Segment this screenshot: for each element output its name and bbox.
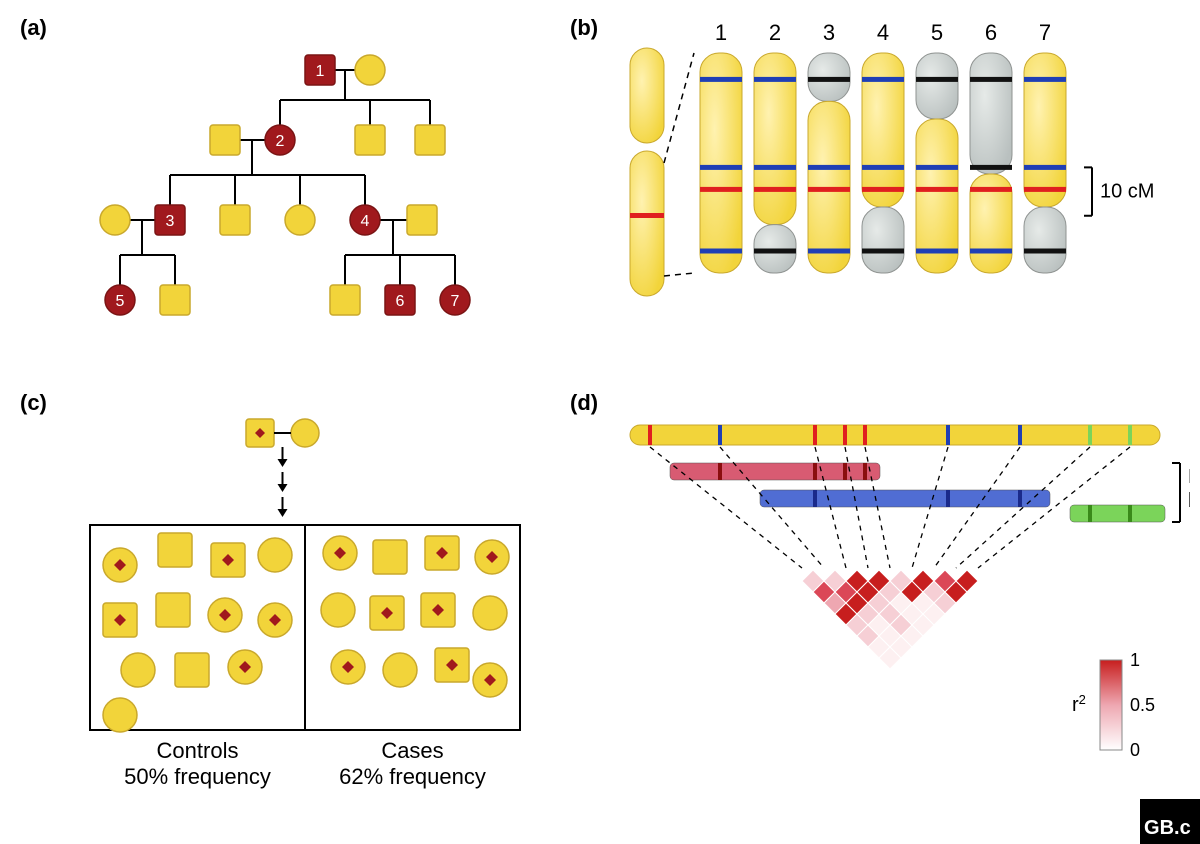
svg-text:5: 5 [116, 293, 125, 310]
svg-text:7: 7 [451, 293, 460, 310]
panel-b-chromosomes: 1 2 3 4 5 6 7 10 cM [590, 18, 1190, 328]
svg-text:2: 2 [276, 133, 285, 150]
svg-text:Cases: Cases [381, 738, 443, 763]
svg-text:6: 6 [396, 293, 405, 310]
svg-text:3: 3 [823, 20, 835, 45]
panel-a-pedigree: 1 2 3 4 5 6 7 [60, 30, 510, 350]
svg-text:4: 4 [361, 213, 370, 230]
svg-text:r2: r2 [1072, 692, 1086, 717]
svg-text:10 cM: 10 cM [1100, 181, 1154, 203]
logo: G B .c [1140, 799, 1200, 844]
svg-text:50% frequency: 50% frequency [124, 764, 271, 789]
svg-text:Controls: Controls [157, 738, 239, 763]
logo-g: G [1144, 817, 1160, 840]
svg-text:blocks: blocks [1188, 490, 1190, 512]
logo-c: .c [1174, 817, 1191, 840]
svg-text:0.5: 0.5 [1130, 695, 1155, 715]
panel-d-ld: LD blocks 1 0.5 0 r2 [590, 395, 1190, 805]
svg-text:LD: LD [1188, 466, 1190, 488]
svg-text:5: 5 [931, 20, 943, 45]
panel-a-label: (a) [20, 15, 47, 41]
svg-text:4: 4 [877, 20, 889, 45]
svg-text:1: 1 [715, 20, 727, 45]
svg-text:62% frequency: 62% frequency [339, 764, 486, 789]
svg-text:0: 0 [1130, 740, 1140, 760]
svg-text:2: 2 [769, 20, 781, 45]
svg-text:7: 7 [1039, 20, 1051, 45]
panel-c-label: (c) [20, 390, 47, 416]
svg-text:3: 3 [166, 213, 175, 230]
svg-text:1: 1 [316, 63, 325, 80]
logo-b: B [1160, 817, 1174, 840]
panel-c-casecontrol: Controls50% frequency Cases62% frequency [60, 395, 560, 810]
svg-text:1: 1 [1130, 650, 1140, 670]
svg-text:6: 6 [985, 20, 997, 45]
